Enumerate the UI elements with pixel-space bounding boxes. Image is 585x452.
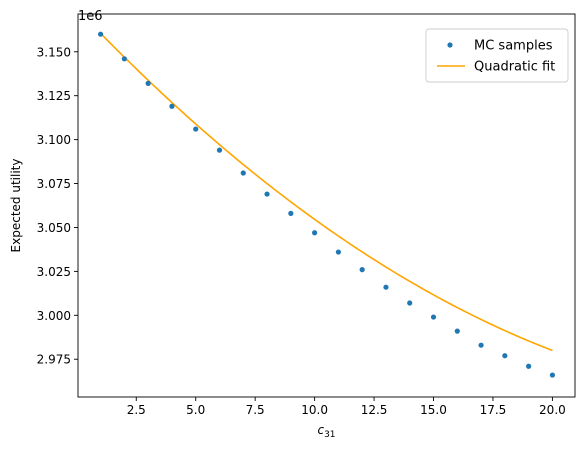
plot-area (97, 31, 556, 378)
mc-sample-point (145, 80, 151, 86)
y-tick-label: 3.075 (37, 177, 71, 191)
mc-sample-point (169, 103, 175, 109)
mc-sample-point (430, 314, 437, 320)
y-tick-label: 2.975 (37, 353, 71, 367)
mc-sample-point (359, 267, 365, 273)
mc-sample-point (502, 353, 508, 359)
y-offset-label: 1e6 (78, 9, 103, 24)
x-tick-label: 12.5 (361, 403, 388, 417)
legend-box (425, 28, 569, 83)
y-axis-label: Expected utility (9, 159, 23, 253)
legend-scatter-marker (447, 42, 453, 48)
mc-sample-point (216, 147, 223, 153)
mc-sample-point (97, 31, 104, 37)
x-tick-label: 7.5 (246, 403, 265, 417)
mc-sample-point (407, 300, 413, 306)
x-axis-label-subscript: 31 (324, 430, 335, 440)
mc-sample-point (121, 56, 127, 62)
legend-label-mc-samples: MC samples (474, 39, 553, 54)
x-tick-label: 5.0 (186, 403, 205, 417)
axis-ticks: 2.5 5.0 7.5 10.0 12.5 15.0 17.5 20.0 2.975 3.000 3… (37, 45, 566, 417)
y-tick-label: 3.000 (37, 309, 71, 323)
mc-sample-point (193, 126, 199, 132)
legend-label-quadratic-fit: Quadratic fit (474, 60, 555, 75)
x-tick-label: 15.0 (420, 403, 447, 417)
x-tick-label: 10.0 (301, 403, 328, 417)
y-tick-label: 3.150 (37, 45, 71, 59)
mc-sample-point (454, 328, 460, 334)
mc-sample-point (383, 284, 389, 290)
mc-sample-point (335, 249, 341, 255)
mc-sample-point (264, 191, 270, 197)
mc-sample-point (526, 363, 532, 369)
mc-sample-point (478, 342, 484, 348)
mc-sample-point (312, 230, 318, 236)
x-axis-label: c31 (317, 423, 335, 440)
y-tick-label: 3.125 (37, 89, 71, 103)
y-tick-label: 3.050 (37, 221, 71, 235)
quadratic-fit-line (100, 32, 553, 352)
mc-sample-point (240, 170, 246, 176)
x-tick-label: 17.5 (480, 403, 507, 417)
y-tick-label: 3.025 (37, 265, 71, 279)
plot-frame (77, 13, 576, 398)
x-axis-label-main: c (317, 423, 324, 437)
y-tick-label: 3.100 (37, 133, 71, 147)
legend: MC samples Quadratic fit (425, 28, 569, 83)
mc-sample-point (288, 210, 294, 217)
x-tick-label: 20.0 (539, 403, 566, 417)
x-tick-label: 2.5 (127, 403, 146, 417)
mc-sample-point (549, 372, 556, 378)
